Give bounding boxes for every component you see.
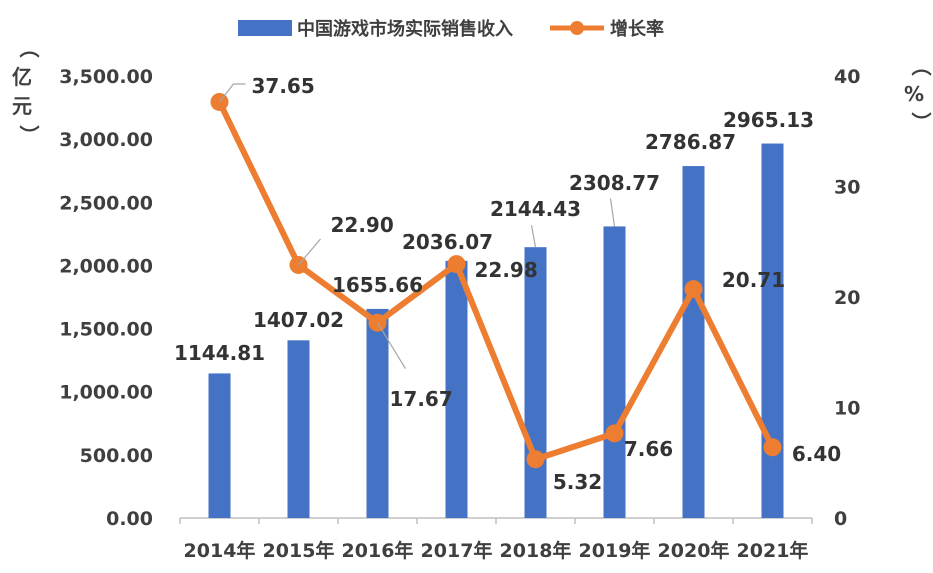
left-tick-label: 2,500.00 <box>59 192 153 214</box>
leader-line <box>376 322 407 370</box>
revenue-bar <box>208 373 231 518</box>
right-tick-label: 40 <box>834 66 860 88</box>
right-axis: 0 10 20 30 40 （% ） <box>834 56 933 530</box>
x-tick-label: 2017年 <box>421 539 493 562</box>
growth-marker <box>526 450 545 469</box>
x-tick-label: 2018年 <box>500 539 572 562</box>
x-tick-label: 2014年 <box>184 539 256 562</box>
left-tick-label: 1,500.00 <box>59 319 153 341</box>
growth-data-label: 22.98 <box>475 258 538 282</box>
growth-data-label: 20.71 <box>722 268 785 292</box>
revenue-bar <box>524 247 547 518</box>
revenue-bar <box>761 143 784 518</box>
left-axis-title-char: 亿 <box>12 65 32 89</box>
growth-data-label: 5.32 <box>553 470 602 494</box>
x-tick-label: 2020年 <box>658 539 730 562</box>
revenue-data-label: 1144.81 <box>174 341 265 365</box>
legend-label-growth: 增长率 <box>610 18 664 40</box>
right-tick-label: 20 <box>834 287 860 309</box>
leader-line <box>609 198 616 227</box>
data-labels: 1144.81 1407.02 1655.66 2036.07 2144.432308.… <box>174 74 841 494</box>
revenue-bar <box>366 308 389 518</box>
growth-data-label: 7.66 <box>624 437 673 461</box>
revenue-data-label: 1407.02 <box>253 308 344 332</box>
growth-data-label: 17.67 <box>390 387 453 411</box>
revenue-bar <box>603 226 626 518</box>
growth-marker <box>447 255 466 274</box>
leader-line <box>219 83 246 103</box>
revenue-data-label: 2036.07 <box>402 230 493 254</box>
left-tick-label: 2,000.00 <box>59 255 153 277</box>
x-tick-label: 2015年 <box>263 539 335 562</box>
growth-data-label: 6.40 <box>792 442 841 466</box>
revenue-bar <box>682 166 705 518</box>
left-axis-title-char: 元 <box>12 94 32 118</box>
x-tick-label: 2016年 <box>342 539 414 562</box>
legend: 中国游戏市场实际销售收入 增长率 <box>238 18 664 40</box>
revenue-data-label: 2308.77 <box>569 171 660 195</box>
right-axis-title-char: （ <box>909 56 933 76</box>
left-tick-label: 0.00 <box>106 508 153 530</box>
growth-data-label: 37.65 <box>252 74 315 98</box>
x-tick-label: 2021年 <box>737 539 809 562</box>
right-tick-label: 30 <box>834 177 860 199</box>
bar-series <box>208 143 784 518</box>
right-axis-title-char: ） <box>909 112 933 132</box>
growth-marker <box>763 438 782 457</box>
leader-line <box>530 225 537 248</box>
legend-label-revenue: 中国游戏市场实际销售收入 <box>297 18 513 40</box>
leader-line <box>298 238 321 266</box>
revenue-bar <box>445 260 468 518</box>
left-tick-label: 3,000.00 <box>59 129 153 151</box>
left-tick-label: 1,000.00 <box>59 382 153 404</box>
right-axis-title-char: % <box>904 82 924 106</box>
right-tick-label: 10 <box>834 398 860 420</box>
legend-swatch-revenue <box>238 20 292 36</box>
revenue-bar <box>287 340 310 518</box>
growth-data-label: 22.90 <box>331 213 394 237</box>
revenue-data-label: 1655.66 <box>332 273 423 297</box>
left-axis-title-char: （ <box>17 38 41 58</box>
revenue-data-label: 2965.13 <box>723 108 814 132</box>
growth-line <box>216 100 776 463</box>
growth-marker <box>605 424 624 443</box>
left-axis: 0.00 500.00 1,000.00 1,500.00 2,000.00 2,500.… <box>12 38 153 530</box>
revenue-data-label: 2144.43 <box>490 197 581 221</box>
left-axis-title-char: ） <box>17 125 41 145</box>
x-axis: 2014年 2015年 2016年 2017年 2018年 2019年 2020年 2021年 <box>179 517 813 562</box>
left-tick-label: 3,500.00 <box>59 66 153 88</box>
left-tick-label: 500.00 <box>80 445 153 467</box>
leader-lines <box>219 83 616 370</box>
x-tick-label: 2019年 <box>579 539 651 562</box>
legend-marker-growth <box>570 21 584 35</box>
revenue-data-label: 2786.87 <box>645 130 736 154</box>
growth-marker <box>684 280 703 299</box>
right-tick-label: 0 <box>834 508 847 530</box>
